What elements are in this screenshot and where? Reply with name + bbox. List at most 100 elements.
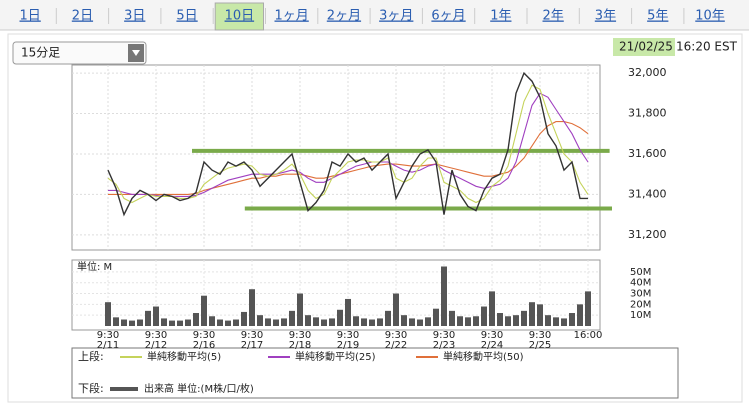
y-tick-label: 20M <box>630 299 651 310</box>
volume-bar <box>385 310 391 326</box>
volume-bar <box>481 306 487 326</box>
volume-bar <box>345 298 351 326</box>
tab[interactable]: 2年 <box>543 9 564 24</box>
volume-bar <box>209 316 215 326</box>
x-tick-label: 9:30 <box>529 330 551 341</box>
dropdown-arrow <box>132 50 140 56</box>
tab[interactable]: 2日 <box>72 9 93 24</box>
volume-bar <box>553 317 559 326</box>
tab[interactable]: 10日 <box>225 9 255 24</box>
volume-bar <box>497 313 503 326</box>
x-tick-date: 2/22 <box>385 340 407 351</box>
volume-bar <box>401 315 407 326</box>
timestamp-time: 16:20 EST <box>676 40 738 54</box>
legend-box <box>71 347 679 399</box>
tab[interactable]: 3年 <box>595 9 616 24</box>
date-highlight <box>613 38 675 56</box>
tab[interactable]: 1年 <box>490 9 511 24</box>
volume-bar <box>529 302 535 326</box>
volume-bar <box>177 320 183 326</box>
volume-bar <box>281 318 287 326</box>
volume-bar <box>545 315 551 326</box>
y-tick-label: 50M <box>630 267 651 278</box>
volume-bar <box>569 313 575 326</box>
x-tick-date: 2/12 <box>145 340 167 351</box>
volume-bar <box>361 318 367 326</box>
tab[interactable]: 3ヶ月 <box>379 9 413 24</box>
volume-bar <box>297 293 303 326</box>
volume-bar <box>265 318 271 326</box>
x-tick-date: 2/18 <box>289 340 311 351</box>
volume-bar <box>457 316 463 326</box>
volume-bar <box>321 319 327 326</box>
volume-bar <box>577 304 583 326</box>
volume-bar <box>465 317 471 326</box>
volume-bar <box>273 319 279 326</box>
legend-upper: 上段: <box>78 349 104 363</box>
x-tick-label: 16:00 <box>574 330 603 341</box>
x-tick-label: 9:30 <box>481 330 503 341</box>
tab[interactable]: 6ヶ月 <box>431 9 465 24</box>
volume-bar <box>561 318 567 326</box>
volume-bar <box>417 319 423 326</box>
volume-bar <box>521 310 527 326</box>
volume-bar <box>225 320 231 326</box>
volume-bar <box>161 318 167 326</box>
tab[interactable]: 1日 <box>20 9 41 24</box>
volume-bar <box>305 315 311 326</box>
volume-bar <box>473 316 479 326</box>
dropdown-label: 15分足 <box>21 46 60 60</box>
x-tick-label: 9:30 <box>193 330 215 341</box>
x-tick-date: 2/25 <box>529 340 551 351</box>
volume-bar <box>425 317 431 326</box>
x-tick-date: 2/16 <box>193 340 215 351</box>
volume-bar <box>185 319 191 326</box>
volume-bar <box>257 315 263 326</box>
volume-bar <box>329 318 335 326</box>
volume-bar <box>241 311 247 326</box>
y-tick-label: 31,600 <box>628 147 667 160</box>
x-tick-date: 2/19 <box>337 340 359 351</box>
tab[interactable]: 10年 <box>695 9 725 24</box>
legend-label: 出来高 単位:(M株/口/枚) <box>144 382 254 395</box>
volume-bar <box>289 310 295 326</box>
volume-bar <box>585 291 591 326</box>
series-line <box>107 71 588 217</box>
x-tick-date: 2/24 <box>481 340 503 351</box>
tab[interactable]: 1ヶ月 <box>275 9 309 24</box>
volume-bar <box>313 317 319 326</box>
volume-bar <box>193 313 199 326</box>
y-tick-label: 31,800 <box>628 107 667 120</box>
volume-bar <box>113 317 119 326</box>
volume-bar <box>169 320 175 326</box>
volume-bar <box>201 295 207 326</box>
tab[interactable]: 2ヶ月 <box>327 9 361 24</box>
x-tick-label: 9:30 <box>289 330 311 341</box>
legend-label: 単純移動平均(25) <box>295 350 376 363</box>
dropdown[interactable] <box>12 41 147 65</box>
tab[interactable]: 5日 <box>176 9 197 24</box>
volume-bar <box>369 319 375 326</box>
volume-bar <box>513 315 519 326</box>
volume-bar <box>353 316 359 326</box>
volume-bar <box>105 302 111 326</box>
volume-bar <box>217 319 223 326</box>
timestamp-date: 21/02/25 <box>619 40 673 54</box>
y-tick-label: 10M <box>630 310 651 321</box>
legend-label: 単純移動平均(5) <box>147 350 221 363</box>
volume-bar <box>505 316 511 326</box>
x-tick-date: 2/17 <box>241 340 263 351</box>
y-tick-label: 32,000 <box>628 66 667 79</box>
volume-bar <box>409 318 415 326</box>
volume-bar <box>145 310 151 326</box>
volume-pane <box>71 259 601 331</box>
y-tick-label: 40M <box>630 278 651 289</box>
volume-bar <box>441 266 447 326</box>
x-tick-label: 9:30 <box>145 330 167 341</box>
legend-label: 単純移動平均(50) <box>443 350 524 363</box>
volume-bar <box>433 308 439 326</box>
tab[interactable]: 5年 <box>647 9 668 24</box>
tab[interactable]: 3日 <box>124 9 145 24</box>
tab-selected-bg <box>214 2 264 31</box>
